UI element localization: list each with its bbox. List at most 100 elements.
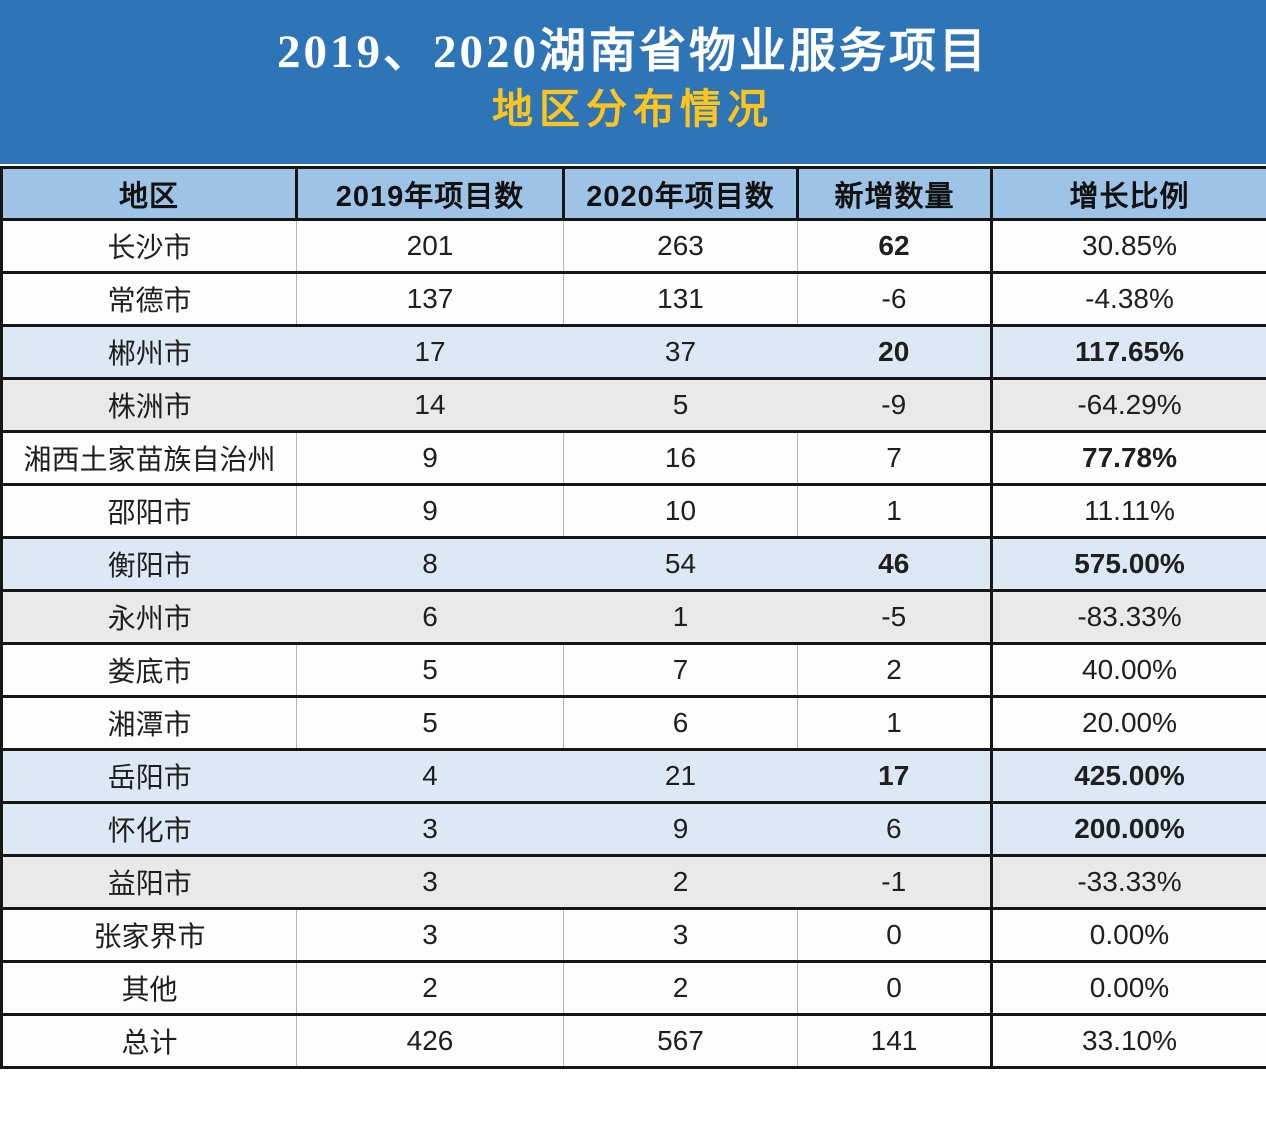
table-row: 总计 426 567 141 33.10% [1,1014,1266,1068]
growth-cell: 200.00% [990,802,1266,856]
added-cell: 2 [797,643,992,697]
count-2020-cell: 16 [563,431,798,485]
added-cell: 1 [797,484,992,538]
count-2019-cell: 3 [422,866,438,897]
count-2020-cell: 21 [664,760,697,791]
count-2019-cell: 3 [296,908,564,962]
table-row: 湘西土家苗族自治州 9 16 7 77.78% [1,431,1266,485]
table-row: 永州市 6 1 -5 -83.33% [1,590,1266,644]
count-2019-cell: 17 [414,336,446,367]
count-2019-cell: 14 [414,389,446,420]
added-cell: 62 [797,219,992,273]
added-cell: 0 [797,908,992,962]
table-row: 娄底市 5 7 2 40.00% [1,643,1266,697]
region-cell: 长沙市 [107,232,192,263]
count-2019-cell: 4 [422,760,438,791]
count-2020-cell: 10 [563,484,798,538]
region-cell: 张家界市 [93,921,206,952]
added-cell: 6 [885,813,902,844]
added-cell: -6 [797,272,992,326]
title-banner: 2019、2020湖南省物业服务项目 地区分布情况 [0,0,1266,166]
count-2020-cell: 1 [672,601,689,632]
table-row: 张家界市 3 3 0 0.00% [1,908,1266,962]
region-cell: 株洲市 [107,391,192,422]
growth-cell: 117.65% [990,325,1266,379]
added-cell: 1 [797,696,992,750]
region-cell: 其他 [121,974,178,1005]
added-cell: -9 [881,389,907,420]
added-cell: 0 [797,961,992,1015]
region-cell: 娄底市 [107,656,192,687]
growth-cell: 77.78% [990,431,1266,485]
table-row: 其他 2 2 0 0.00% [1,961,1266,1015]
count-2019-cell: 6 [422,601,438,632]
table-row: 常德市 137 131 -6 -4.38% [1,272,1266,326]
header-growth-ratio: 增长比例 [990,166,1266,221]
added-cell: 46 [878,548,910,579]
region-cell: 湘潭市 [107,709,192,740]
region-cell: 益阳市 [107,868,192,899]
growth-cell: 11.11% [990,484,1266,538]
table-row: 岳阳市 4 21 17 425.00% [1,749,1266,803]
added-cell: 17 [878,760,910,791]
header-region: 地区 [1,166,297,221]
growth-cell: -83.33% [990,590,1266,644]
page-subtitle: 地区分布情况 [492,86,774,132]
region-distribution-table: 地区 2019年项目数 2020年项目数 新增数量 增长比例 长沙市 201 263… [0,166,1266,1069]
growth-cell: 575.00% [990,537,1266,591]
count-2020-cell: 7 [563,643,798,697]
added-cell: -1 [881,866,907,897]
table-row: 益阳市 3 2 -1 -33.33% [1,855,1266,909]
count-2019-cell: 5 [296,643,564,697]
table-row: 长沙市 201 263 62 30.85% [1,219,1266,273]
count-2020-cell: 2 [563,961,798,1015]
region-cell: 湘西土家苗族自治州 [23,444,276,475]
count-2019-cell: 3 [422,813,438,844]
count-2020-cell: 37 [664,336,697,367]
growth-cell: -33.33% [990,855,1266,909]
growth-cell: 0.00% [990,961,1266,1015]
region-cell: 邵阳市 [107,497,192,528]
header-added-count: 新增数量 [796,166,992,221]
region-cell: 怀化市 [107,815,192,846]
table-row: 郴州市 17 37 20 117.65% [1,325,1266,379]
added-cell: 141 [797,1014,992,1068]
region-cell: 岳阳市 [107,762,192,793]
count-2019-cell: 2 [296,961,564,1015]
growth-cell: -64.29% [990,378,1266,432]
count-2020-cell: 9 [672,813,689,844]
growth-cell: 20.00% [990,696,1266,750]
growth-cell: 40.00% [990,643,1266,697]
table-row: 株洲市 14 5 -9 -64.29% [1,378,1266,432]
count-2020-cell: 263 [563,219,798,273]
count-2019-cell: 137 [296,272,564,326]
header-2019-count: 2019年项目数 [295,166,564,221]
added-cell: 7 [797,431,992,485]
count-2019-cell: 201 [296,219,564,273]
table-body: 长沙市 201 263 62 30.85% 常德市 137 131 -6 -4.38% 郴州市 17 3… [1,219,1266,1068]
table-row: 邵阳市 9 10 1 11.11% [1,484,1266,538]
header-2020-count: 2020年项目数 [562,166,798,221]
added-cell: -5 [881,601,907,632]
count-2019-cell: 8 [422,548,438,579]
growth-cell: 33.10% [990,1014,1266,1068]
added-cell: 20 [878,336,910,367]
growth-cell: 0.00% [990,908,1266,962]
growth-cell: -4.38% [990,272,1266,326]
count-2019-cell: 426 [296,1014,564,1068]
count-2019-cell: 9 [296,484,564,538]
count-2020-cell: 567 [563,1014,798,1068]
count-2020-cell: 6 [563,696,798,750]
region-cell: 衡阳市 [107,550,192,581]
table-row: 怀化市 3 9 6 200.00% [1,802,1266,856]
region-cell: 郴州市 [107,338,192,369]
page-title: 2019、2020湖南省物业服务项目 [277,26,989,78]
count-2019-cell: 9 [296,431,564,485]
table-row: 衡阳市 8 54 46 575.00% [1,537,1266,591]
region-cell: 永州市 [107,603,192,634]
region-cell: 常德市 [107,285,192,316]
table-row: 湘潭市 5 6 1 20.00% [1,696,1266,750]
count-2019-cell: 5 [296,696,564,750]
count-2020-cell: 3 [563,908,798,962]
growth-cell: 425.00% [990,749,1266,803]
